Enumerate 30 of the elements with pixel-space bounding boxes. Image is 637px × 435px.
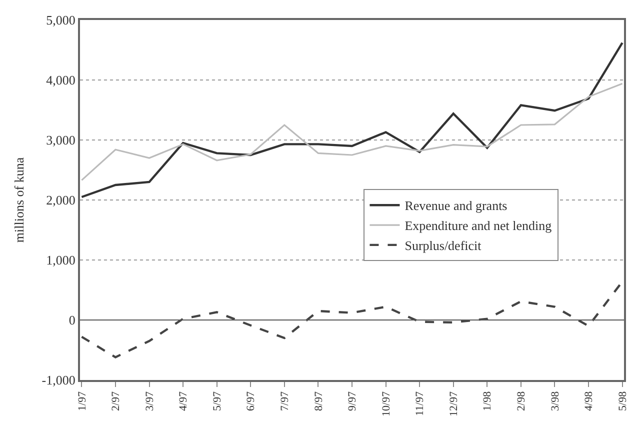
x-tick-label: 1/98 xyxy=(482,390,494,411)
y-tick-label: 2,000 xyxy=(46,192,76,208)
x-tick-label: 5/98 xyxy=(616,390,629,411)
x-tick-label: 1/97 xyxy=(76,390,88,411)
legend-label: Expenditure and net lending xyxy=(404,218,552,234)
legend-label: Revenue and grants xyxy=(404,198,508,214)
y-tick-label: 5,000 xyxy=(46,12,76,28)
y-tick-label: 0 xyxy=(68,312,76,328)
x-tick-label: 10/97 xyxy=(380,390,392,416)
y-tick-label: 1,000 xyxy=(46,252,76,268)
x-tick-label: 9/97 xyxy=(346,390,359,411)
x-tick-label: 2/98 xyxy=(516,390,528,411)
x-tick-label: 7/97 xyxy=(278,390,291,411)
x-tick-label: 2/97 xyxy=(110,390,122,411)
legend-label: Surplus/deficit xyxy=(404,238,482,254)
y-tick-label: 3,000 xyxy=(46,132,76,148)
x-tick-label: 4/97 xyxy=(178,390,190,411)
x-tick-label: 12/97 xyxy=(448,390,460,416)
x-tick-label: 5/97 xyxy=(211,390,224,411)
y-axis-title: millions of kuna xyxy=(11,157,26,243)
x-tick-label: 4/98 xyxy=(583,390,596,411)
x-tick-label: 6/97 xyxy=(245,390,258,411)
x-tick-label: 11/97 xyxy=(414,390,426,416)
y-tick-label: 4,000 xyxy=(46,72,76,88)
y-tick-label: -1,000 xyxy=(42,372,76,388)
line-series xyxy=(80,42,624,198)
x-tick-label: 3/97 xyxy=(144,390,156,411)
line-series xyxy=(80,82,624,181)
x-tick-label: 3/98 xyxy=(549,390,562,411)
x-tick-label: 8/97 xyxy=(312,390,325,411)
